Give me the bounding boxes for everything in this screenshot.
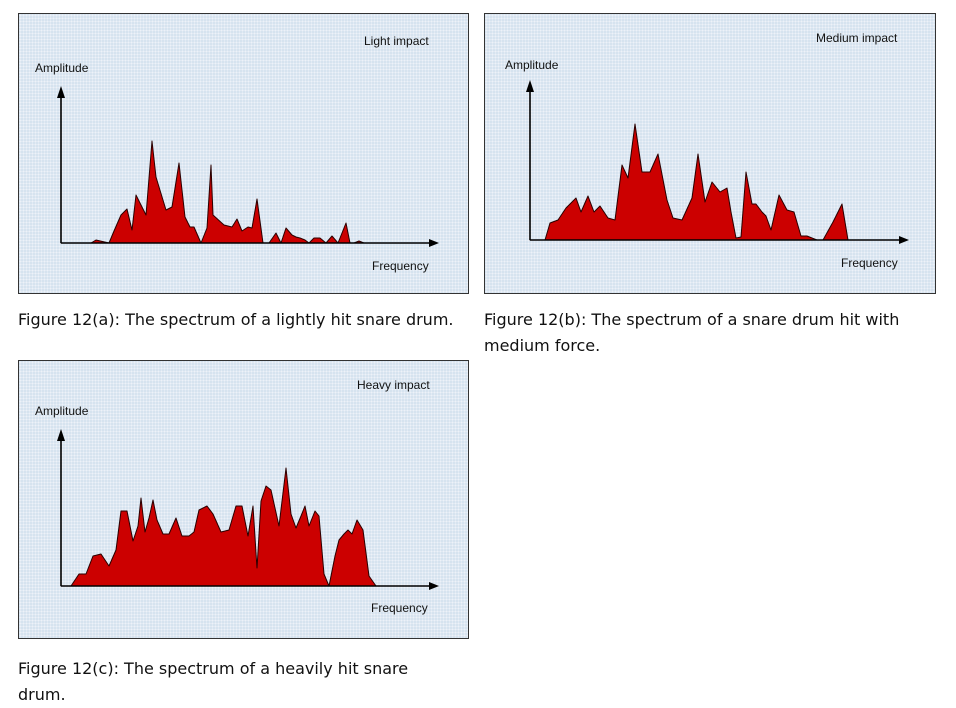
chart-svg-heavy-impact xyxy=(57,429,439,590)
y-axis-label: Amplitude xyxy=(505,58,559,72)
chart-panel-medium-impact: Medium impact Amplitude Frequency xyxy=(484,13,936,294)
spectrum-area xyxy=(60,467,402,587)
y-axis-arrowhead xyxy=(57,86,65,98)
x-axis-arrowhead xyxy=(429,582,439,590)
x-axis-arrowhead xyxy=(899,236,909,244)
chart-svg-light-impact xyxy=(57,86,439,247)
figure-caption-c: Figure 12(c): The spectrum of a heavily … xyxy=(18,659,409,704)
figure-caption-b: Figure 12(b): The spectrum of a snare dr… xyxy=(484,310,900,355)
x-axis-label: Frequency xyxy=(371,601,428,615)
figure-caption-a: Figure 12(a): The spectrum of a lightly … xyxy=(18,310,454,329)
y-axis-label: Amplitude xyxy=(35,61,89,75)
x-axis-label: Frequency xyxy=(841,256,898,270)
chart-svg-medium-impact xyxy=(526,80,909,244)
y-axis-arrowhead xyxy=(526,80,534,92)
spectrum-area xyxy=(529,123,859,241)
y-axis-label: Amplitude xyxy=(35,404,89,418)
chart-title: Heavy impact xyxy=(357,378,430,392)
chart-title: Medium impact xyxy=(816,31,898,45)
y-axis-arrowhead xyxy=(57,429,65,441)
x-axis-arrowhead xyxy=(429,239,439,247)
spectrum-area xyxy=(60,140,387,244)
chart-panel-heavy-impact: Heavy impact Amplitude Frequency xyxy=(18,360,469,639)
x-axis-label: Frequency xyxy=(372,259,429,273)
chart-title: Light impact xyxy=(364,34,429,48)
chart-panel-light-impact: Light impact Amplitude Frequency xyxy=(18,13,469,294)
